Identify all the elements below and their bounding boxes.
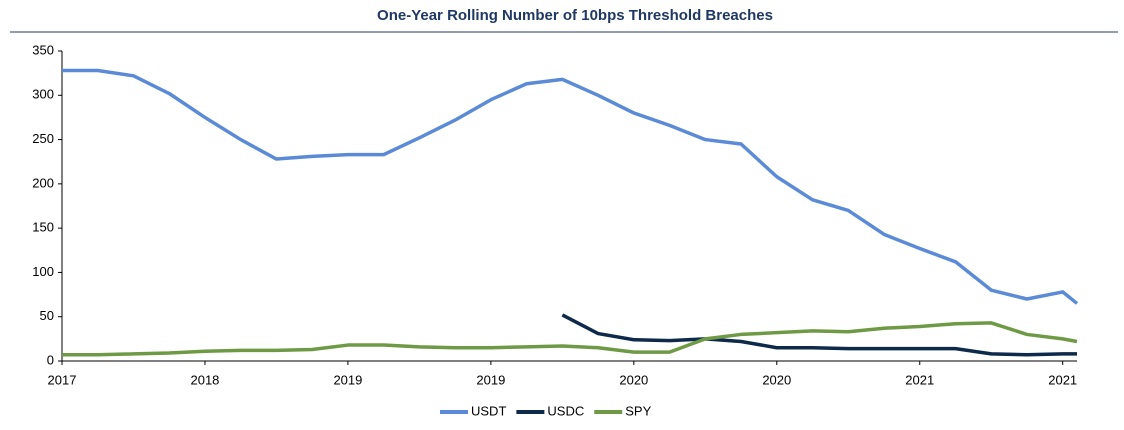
x-tick-label: 2017 [48,372,77,387]
y-tick-label: 350 [32,42,54,57]
x-tick-label: 2020 [619,372,648,387]
x-tick-label: 2019 [476,372,505,387]
legend-label: USDT [471,403,506,418]
y-tick-label: 100 [32,264,54,279]
x-tick-label: 2020 [762,372,791,387]
y-tick-label: 150 [32,220,54,235]
y-tick-label: 0 [47,352,54,367]
y-tick-label: 300 [32,87,54,102]
x-tick-label: 2021 [1048,372,1077,387]
x-tick-label: 2018 [190,372,219,387]
y-tick-label: 50 [40,308,54,323]
x-tick-label: 2021 [905,372,934,387]
legend-label: SPY [625,403,651,418]
y-tick-label: 250 [32,131,54,146]
legend-label: USDC [547,403,584,418]
y-tick-label: 200 [32,175,54,190]
chart-title: One-Year Rolling Number of 10bps Thresho… [377,7,773,24]
line-series [62,321,1078,357]
line-series [62,68,1079,305]
line-series [561,313,1077,357]
x-tick-label: 2019 [333,372,362,387]
